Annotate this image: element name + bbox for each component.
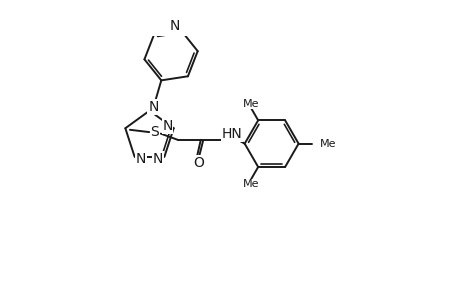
Text: S: S bbox=[150, 125, 159, 139]
Text: N: N bbox=[148, 100, 158, 114]
Text: Me: Me bbox=[319, 139, 336, 148]
Text: Me: Me bbox=[242, 99, 259, 109]
Text: N: N bbox=[162, 119, 172, 133]
Text: N: N bbox=[153, 152, 163, 166]
Text: N: N bbox=[169, 19, 179, 33]
Text: N: N bbox=[135, 152, 146, 166]
Text: HN: HN bbox=[221, 128, 241, 141]
Text: O: O bbox=[193, 156, 203, 170]
Text: Me: Me bbox=[242, 179, 259, 189]
